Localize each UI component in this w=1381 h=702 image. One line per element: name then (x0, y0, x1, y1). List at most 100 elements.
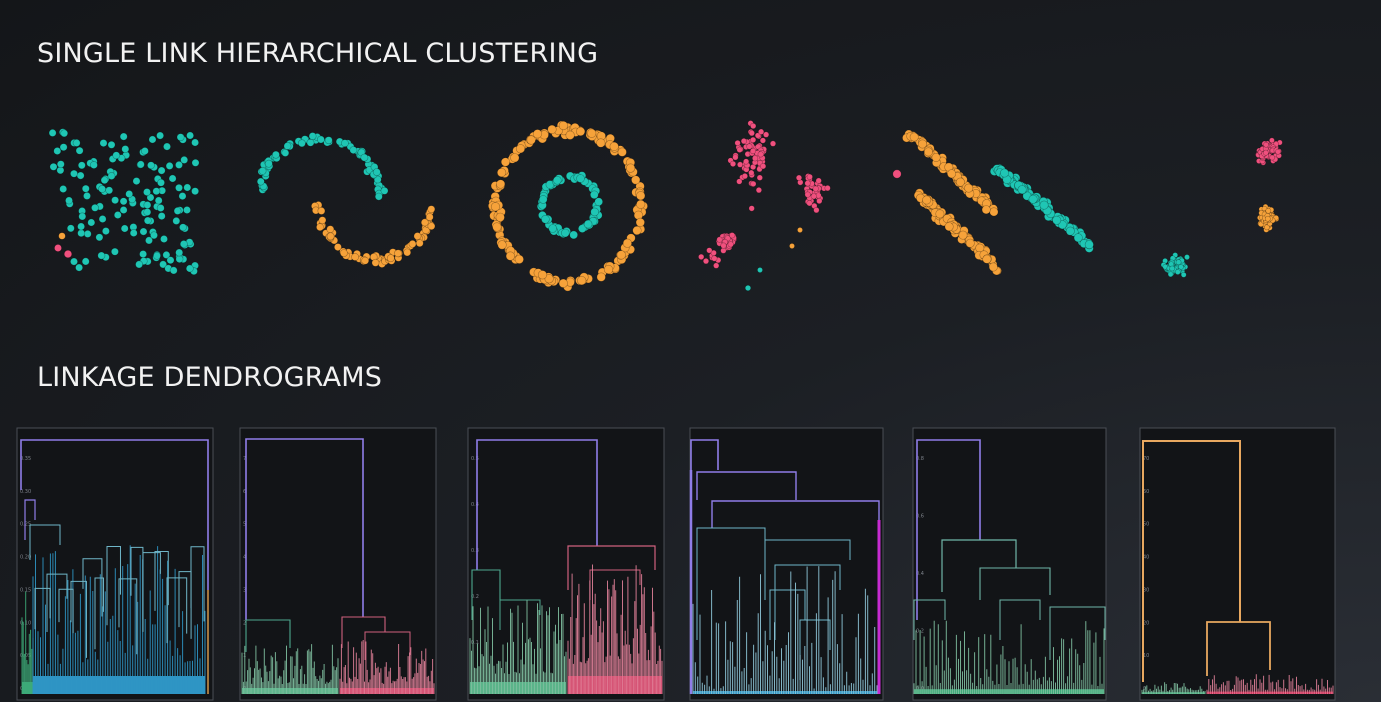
data-point (413, 232, 422, 240)
data-point (569, 230, 579, 240)
y-tick-label: 0.20 (20, 555, 31, 561)
data-point (804, 191, 811, 198)
data-point (510, 153, 520, 163)
data-point (552, 176, 562, 185)
data-point (59, 185, 68, 193)
data-point (143, 188, 151, 196)
data-point (736, 146, 743, 153)
data-point (66, 224, 75, 233)
data-point (947, 169, 957, 179)
dendrogram-anisotropic-stripes: 0.80.60.40.20.0 (912, 427, 1107, 701)
data-point (372, 168, 381, 176)
data-point (107, 172, 116, 180)
data-point (496, 179, 506, 189)
dendrogram-link (774, 564, 841, 640)
dendrogram-link (34, 587, 51, 630)
data-point (60, 129, 69, 138)
dendrogram-link (29, 524, 61, 560)
data-point (810, 193, 817, 200)
data-point (999, 168, 1009, 178)
dendrogram-link (913, 599, 946, 640)
data-point (408, 239, 417, 248)
data-point (143, 216, 152, 225)
data-point (373, 175, 382, 184)
data-point (544, 274, 554, 284)
data-point (306, 138, 315, 147)
data-point (917, 139, 927, 149)
data-point (756, 174, 763, 181)
data-point (622, 238, 633, 248)
data-point (713, 262, 720, 269)
data-point (97, 251, 106, 260)
data-point (186, 131, 194, 140)
y-tick-label: 0.1 (471, 640, 479, 646)
data-point (981, 205, 991, 215)
data-point (1084, 240, 1094, 250)
data-point (727, 241, 734, 248)
data-point (1264, 224, 1270, 231)
data-point (360, 153, 369, 162)
data-point (565, 130, 575, 140)
y-tick-label: 2 (243, 620, 246, 626)
dendrogram-link (46, 573, 68, 632)
data-point (1174, 269, 1181, 275)
y-tick-label: 0.6 (916, 514, 924, 520)
data-point (746, 143, 753, 150)
dendrogram-leaves (241, 644, 339, 694)
data-point (119, 197, 128, 206)
data-point (541, 215, 550, 224)
data-point (1275, 148, 1281, 155)
dendrogram-frame (239, 427, 437, 701)
data-point (87, 218, 96, 227)
data-point (740, 138, 748, 145)
dendrogram-leaves (1141, 682, 1206, 694)
data-point (111, 196, 119, 205)
data-point (982, 254, 992, 264)
data-point (65, 196, 73, 205)
data-point (316, 223, 324, 232)
dendrogram-link (118, 578, 138, 655)
data-point (596, 138, 606, 148)
y-tick-label: 30 (1143, 587, 1149, 593)
data-point (729, 160, 737, 167)
data-point (706, 247, 713, 254)
dendrogram-link (499, 599, 541, 630)
data-point (173, 206, 182, 215)
data-point (172, 216, 181, 225)
y-tick-label: 3 (243, 587, 246, 593)
data-point (162, 250, 171, 259)
dendrogram-link (1206, 621, 1271, 676)
data-point (317, 206, 326, 215)
y-tick-label: 6 (243, 489, 246, 495)
data-point (589, 190, 599, 200)
dendrogram-link (24, 499, 36, 540)
y-tick-label: 0.30 (20, 489, 31, 495)
dendrogram-link (696, 471, 797, 500)
y-tick-label: 0.2 (471, 594, 479, 600)
dendrogram-leaves (21, 591, 34, 694)
data-point (125, 190, 134, 198)
data-point (427, 222, 436, 231)
data-point (909, 132, 919, 142)
data-point (616, 250, 626, 260)
dendrogram-link (916, 439, 981, 620)
dendrogram-concentric-circles: 0.50.40.30.20.10.0 (467, 427, 665, 701)
data-point (587, 128, 597, 138)
page-title: SINGLE LINK HIERARCHICAL CLUSTERING (37, 38, 599, 69)
data-point (729, 232, 736, 239)
data-point (297, 139, 306, 148)
data-point (603, 264, 614, 275)
data-point (732, 154, 739, 161)
y-tick-label: 50 (1143, 522, 1149, 528)
data-point (716, 236, 723, 243)
data-point (806, 200, 813, 207)
data-point (59, 143, 68, 152)
data-point (140, 147, 149, 155)
data-point (558, 278, 568, 288)
data-point (183, 183, 192, 192)
dendrogram-leaf-band (340, 688, 434, 694)
dendrogram-leaf-band (1142, 692, 1205, 694)
data-point (931, 153, 941, 163)
data-point (168, 174, 177, 183)
y-tick-label: 60 (1143, 489, 1149, 495)
